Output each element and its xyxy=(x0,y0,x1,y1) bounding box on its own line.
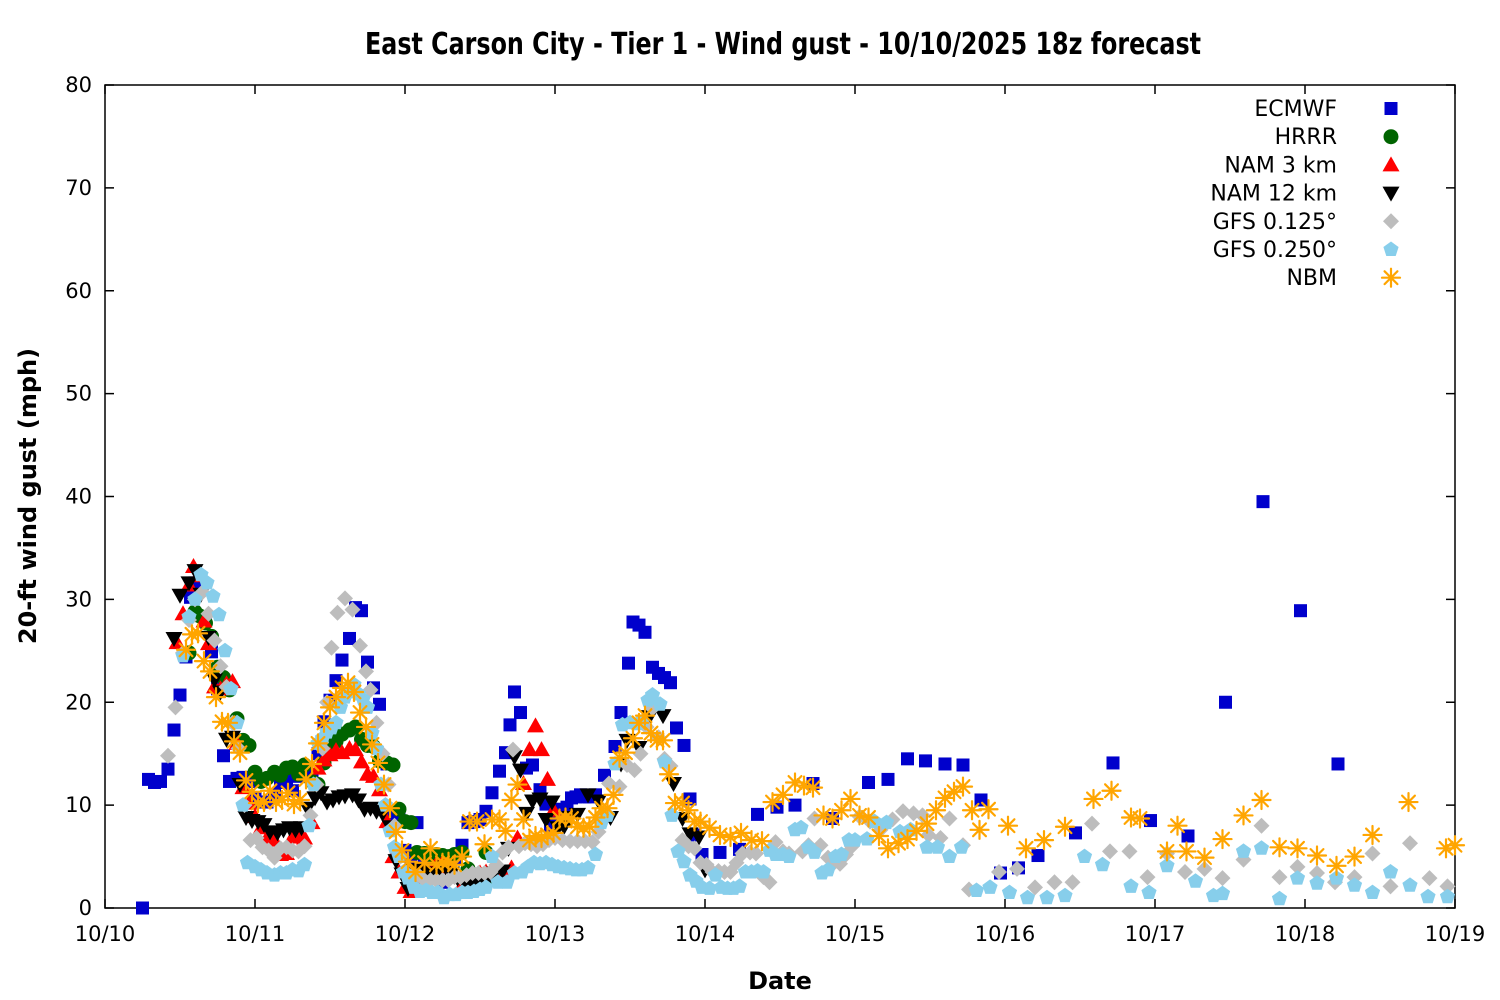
x-tick-label: 10/14 xyxy=(675,922,736,946)
legend-entry-ecmwf: ECMWF xyxy=(1254,97,1398,122)
x-tick-label: 10/15 xyxy=(825,922,886,946)
legend-entry-nbm: NBM xyxy=(1286,266,1402,291)
legend-label: ECMWF xyxy=(1254,97,1337,122)
legend-marker-pentagon-icon xyxy=(1383,241,1399,256)
legend-label: GFS 0.125° xyxy=(1213,210,1337,235)
chart-title: East Carson City - Tier 1 - Wind gust - … xyxy=(365,27,1201,62)
legend-marker-triangle-up-icon xyxy=(1382,156,1400,172)
x-tick-label: 10/19 xyxy=(1425,922,1486,946)
y-tick-label: 50 xyxy=(65,382,92,406)
y-tick-label: 60 xyxy=(65,279,92,303)
legend-label: GFS 0.250° xyxy=(1213,238,1337,263)
x-tick-label: 10/18 xyxy=(1275,922,1336,946)
legend-label: NAM 3 km xyxy=(1224,153,1337,178)
chart-legend: ECMWF HRRR NAM 3 km NAM 12 km GFS 0.125° GFS … xyxy=(1210,97,1402,291)
legend-entry-gfs-0-250-: GFS 0.250° xyxy=(1213,238,1399,263)
legend-marker-triangle-down-icon xyxy=(1382,186,1400,202)
y-tick-label: 70 xyxy=(65,176,92,200)
x-axis-label: Date xyxy=(748,967,812,995)
legend-marker-circle-icon xyxy=(1383,129,1399,145)
legend-marker-diamond-icon xyxy=(1383,213,1399,230)
legend-entry-hrrr: HRRR xyxy=(1275,125,1399,150)
y-tick-label: 10 xyxy=(65,793,92,817)
x-tick-label: 10/12 xyxy=(375,922,436,946)
plot-points xyxy=(136,495,1466,915)
x-tick-label: 10/10 xyxy=(75,922,136,946)
y-tick-label: 30 xyxy=(65,587,92,611)
y-tick-label: 80 xyxy=(65,73,92,97)
legend-entry-nam-3-km: NAM 3 km xyxy=(1224,153,1400,178)
plot-frame: 10/10 10/11 10/12 10/13 10/14 10/15 10/16 10/17… xyxy=(65,73,1485,946)
legend-marker-asterisk-icon xyxy=(1380,267,1402,288)
x-tick-label: 10/13 xyxy=(525,922,586,946)
legend-entry-gfs-0-125-: GFS 0.125° xyxy=(1213,210,1399,235)
y-axis-label: 20-ft wind gust (mph) xyxy=(14,348,42,644)
legend-label: NBM xyxy=(1286,266,1337,291)
y-tick-label: 20 xyxy=(65,690,92,714)
series-gfs-0-250- xyxy=(175,566,1456,906)
legend-marker-square-icon xyxy=(1384,102,1398,115)
legend-label: HRRR xyxy=(1275,125,1337,150)
legend-entry-nam-12-km: NAM 12 km xyxy=(1210,182,1400,207)
x-tick-label: 10/11 xyxy=(225,922,286,946)
legend-label: NAM 12 km xyxy=(1210,182,1337,207)
series-nbm xyxy=(175,623,1466,883)
y-tick-label: 0 xyxy=(79,896,92,920)
x-tick-label: 10/16 xyxy=(975,922,1036,946)
x-tick-label: 10/17 xyxy=(1125,922,1186,946)
y-tick-label: 40 xyxy=(65,485,92,509)
